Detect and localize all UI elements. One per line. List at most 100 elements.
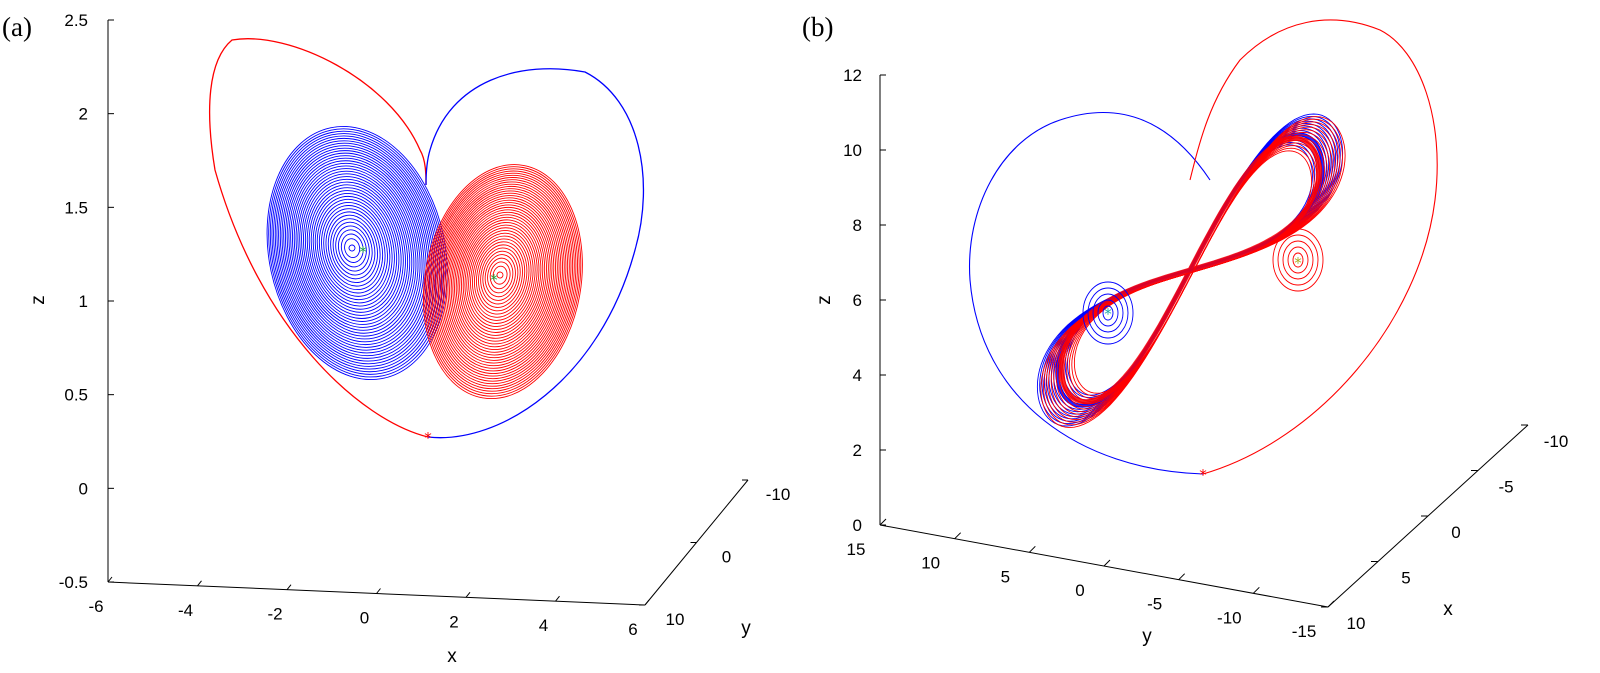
spiral-ring	[284, 152, 427, 351]
panel-a-blue-spiral	[266, 126, 448, 381]
spiral-ring	[304, 181, 404, 319]
panel-a-y-tick-label: 10	[666, 610, 685, 629]
panel-b-red-bundle	[1040, 116, 1346, 428]
spiral-ring	[314, 195, 393, 304]
spiral-ring	[482, 250, 519, 301]
spiral-ring	[276, 140, 437, 365]
spiral-ring	[274, 137, 439, 367]
spiral-ring	[327, 214, 378, 283]
panel-b-y-tick	[1103, 559, 1111, 567]
panel-b-x-tick-label: 0	[1451, 523, 1460, 542]
panel-b-y-tick	[954, 532, 962, 540]
inner-spiral-ring	[1102, 305, 1114, 321]
panel-b-x-tick-label: 5	[1401, 569, 1410, 588]
panel-a-z-tick-label: 0.5	[64, 386, 88, 405]
panel-b-x-tick-label: 10	[1347, 614, 1366, 633]
panel-a-x-tick-label: -4	[178, 601, 193, 620]
inner-spiral-ring	[1272, 228, 1324, 292]
spiral-ring	[464, 224, 538, 330]
inner-spiral-ring	[1292, 252, 1304, 268]
spiral-ring	[431, 177, 574, 385]
inner-spiral-ring	[1287, 246, 1309, 274]
spiral-ring	[487, 257, 514, 294]
spiral-ring	[335, 225, 370, 272]
panel-a-x-tick	[107, 576, 113, 583]
panel-a-markers: * * *	[359, 243, 498, 447]
panel-b-curves: * * *	[968, 19, 1438, 484]
panel-a-x-tick-label: -6	[88, 597, 103, 616]
spiral-ring	[288, 157, 423, 346]
panel-b-x-label: x	[1443, 599, 1453, 620]
panel-a-x-tick	[555, 595, 560, 602]
spiral-ring	[452, 206, 551, 350]
spiral-ring	[283, 150, 429, 354]
spiral-ring	[312, 192, 395, 307]
spiral-ring	[430, 174, 575, 387]
panel-b-axes: 0 2 4 6 8 10 12 15 10 5 0 -5 -10 -15 10 5 0 -5 -10 z y x	[814, 66, 1568, 647]
spiral-ring	[447, 199, 557, 359]
panel-b-y-tick	[1252, 586, 1260, 594]
spiral-ring	[348, 244, 356, 252]
red-loop	[1040, 116, 1346, 428]
spiral-ring	[316, 198, 391, 301]
panel-b-marker-2: *	[1294, 254, 1302, 272]
spiral-ring	[325, 211, 381, 287]
spiral-ring	[437, 185, 567, 374]
panel-b-x-tick-label: -10	[1544, 432, 1569, 451]
panel-a-x-tick	[644, 599, 650, 606]
spiral-ring	[455, 211, 547, 345]
panel-b-red-core	[1058, 135, 1322, 405]
inner-spiral-ring	[1277, 234, 1319, 286]
spiral-ring	[436, 183, 569, 377]
panel-b-z-tick-label: 10	[843, 141, 862, 160]
panel-a-marker-2: *	[490, 271, 498, 289]
spiral-ring	[434, 181, 570, 380]
spiral-ring	[425, 168, 580, 395]
spiral-ring	[344, 238, 361, 259]
spiral-ring	[457, 214, 546, 342]
spiral-ring	[318, 201, 388, 297]
panel-b-x-tick-label: -5	[1498, 478, 1513, 497]
panel-a-x-tick-label: -2	[267, 605, 282, 624]
spiral-ring	[454, 209, 549, 348]
spiral-ring	[291, 162, 419, 340]
panel-a-z-tick-label: 2.5	[64, 11, 88, 30]
panel-a-x-label: x	[447, 646, 457, 667]
spiral-ring	[439, 188, 565, 372]
spiral-ring	[424, 166, 582, 397]
panel-b-y-tick-label: -10	[1217, 608, 1242, 627]
spiral-ring	[441, 190, 563, 369]
spiral-ring	[450, 204, 553, 353]
panel-b-y-tick	[1327, 600, 1335, 608]
spiral-ring	[306, 184, 402, 316]
panel-a-x-tick-label: 0	[360, 609, 369, 628]
spiral-ring	[466, 227, 536, 327]
inner-spiral-ring	[1087, 287, 1129, 339]
spiral-ring	[496, 271, 504, 279]
panel-a-y-tick-label: 0	[722, 548, 731, 567]
panel-a-marker-1: *	[359, 243, 367, 261]
panel-a-y-label: y	[741, 618, 751, 639]
spiral-ring	[273, 135, 441, 370]
spiral-ring	[323, 208, 384, 291]
panel-a-z-tick-label: 1.5	[64, 198, 88, 217]
panel-a-x-tick	[465, 592, 471, 598]
spiral-ring	[428, 172, 577, 390]
panel-b-marker-0: *	[1199, 466, 1207, 484]
spiral-ring	[462, 222, 540, 333]
panel-b-y-tick-label: 0	[1075, 581, 1084, 600]
panel-a-curves: * * *	[208, 38, 645, 447]
panel-b-marker-1: *	[1104, 305, 1112, 323]
spiral-ring	[433, 179, 572, 382]
spiral-ring	[460, 219, 542, 336]
spiral-ring	[302, 178, 406, 322]
panel-b-z-tick-label: 12	[843, 66, 862, 85]
spiral-ring	[459, 216, 544, 339]
panel-a-z-tick-label: 2	[79, 105, 88, 124]
inner-spiral-ring	[1092, 293, 1124, 333]
inner-spiral-ring	[1082, 281, 1134, 345]
spiral-ring	[290, 160, 421, 343]
panel-b-y-tick-label: -15	[1292, 622, 1317, 641]
spiral-ring	[340, 233, 364, 263]
